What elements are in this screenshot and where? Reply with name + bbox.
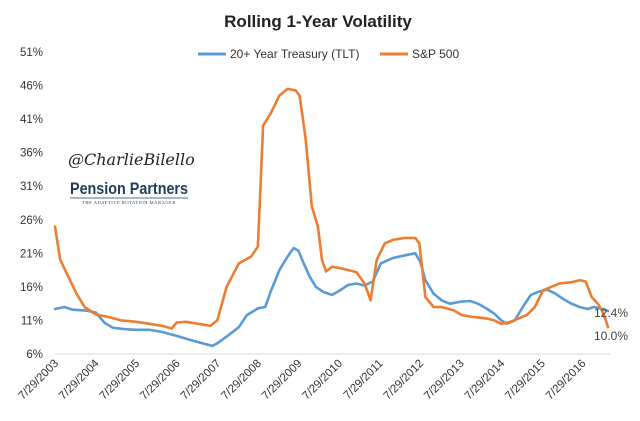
x-tick-label: 7/29/2006 [138, 358, 183, 403]
x-tick-label: 7/29/2009 [260, 358, 305, 403]
y-tick-label: 36% [20, 148, 43, 160]
x-tick-label: 7/29/2007 [179, 358, 224, 403]
series-line-tlt [53, 246, 610, 348]
watermark-handle: @CharlieBilello [68, 150, 195, 169]
y-tick-label: 11% [21, 315, 43, 327]
y-tick-label: 26% [20, 215, 43, 227]
x-tick-label: 7/29/2003 [16, 358, 61, 403]
y-tick-label: 21% [20, 248, 43, 260]
x-tick-label: 7/29/2013 [422, 358, 467, 403]
y-tick-label: 51% [20, 47, 43, 59]
x-tick-label: 7/29/2012 [382, 358, 427, 403]
x-tick-label: 7/29/2015 [503, 358, 548, 403]
x-axis: 7/29/20037/29/20047/29/20057/29/20067/29… [16, 357, 588, 402]
y-tick-label: 41% [20, 114, 43, 126]
legend: 20+ Year Treasury (TLT) S&P 500 [198, 47, 459, 61]
logo-main-text: Pension Partners [70, 179, 188, 198]
series-layer [53, 87, 610, 348]
x-tick-label: 7/29/2016 [544, 358, 589, 403]
watermark: @CharlieBilello Pension Partners THE ADA… [68, 150, 195, 205]
y-tick-label: 46% [20, 81, 43, 93]
y-tick-label: 31% [20, 181, 43, 193]
end-label-sp500: 10.0% [594, 329, 628, 343]
x-tick-label: 7/29/2011 [342, 358, 386, 402]
y-axis: 6% 11% 16% 21% 26% 31% 36% 41% 46% 51% [20, 47, 43, 361]
series-line-sp500 [53, 87, 610, 330]
legend-label-tlt: 20+ Year Treasury (TLT) [230, 47, 360, 61]
chart-title: Rolling 1-Year Volatility [224, 12, 412, 31]
legend-label-sp500: S&P 500 [412, 47, 459, 61]
end-label-tlt: 12.4% [594, 306, 628, 320]
x-tick-label: 7/29/2014 [463, 357, 508, 402]
y-tick-label: 6% [26, 349, 43, 361]
y-tick-label: 16% [20, 282, 43, 294]
x-tick-label: 7/29/2008 [219, 358, 264, 403]
x-tick-label: 7/29/2010 [300, 358, 345, 403]
x-tick-label: 7/29/2004 [57, 357, 102, 402]
pension-partners-logo: Pension Partners THE ADAPTIVE ROTATION M… [70, 179, 188, 205]
logo-sub-text: THE ADAPTIVE ROTATION MANAGER [82, 200, 176, 205]
x-tick-label: 7/29/2005 [98, 358, 143, 403]
